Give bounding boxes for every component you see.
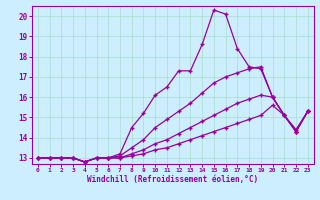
X-axis label: Windchill (Refroidissement éolien,°C): Windchill (Refroidissement éolien,°C) <box>87 175 258 184</box>
